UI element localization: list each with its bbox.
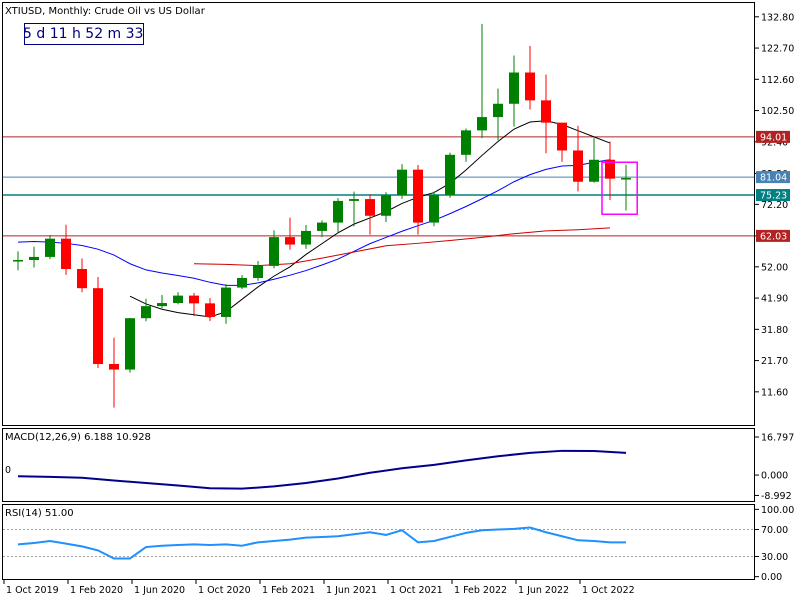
candle-body [45,238,55,257]
candle-body [221,287,231,317]
candle-body [301,230,311,245]
candle-body [125,318,135,370]
price-axis-label: 21.70 [761,356,788,367]
price-axis-label: 11.60 [761,387,788,398]
time-axis-label: 1 Oct 2019 [6,585,59,596]
price-axis-label: 52.00 [761,262,788,273]
ma-mid-line [17,159,611,286]
candle-body [493,103,503,118]
macd-axis-label: 0.000 [761,471,788,482]
candle-body [237,277,247,288]
time-axis-label: 1 Jun 2021 [326,585,377,596]
candle-body [461,130,471,155]
time-axis-label: 1 Oct 2021 [390,585,443,596]
candle-body [109,363,119,370]
level-price-tag [756,171,790,184]
time-axis-label: 1 Oct 2022 [582,585,635,596]
rsi-line [17,526,626,560]
chart-title: XTIUSD, Monthly: Crude Oil vs US Dollar [5,6,206,17]
time-axis-label: 1 Feb 2021 [262,585,315,596]
time-axis-label: 1 Feb 2022 [454,585,507,596]
candle-body [397,169,407,196]
level-price-tag-label: 81.04 [760,173,787,184]
level-price-tag [756,229,790,242]
candle-body [93,288,103,364]
candle-body [141,306,151,319]
candle-body [557,122,567,151]
level-price-tag-label: 75.23 [760,191,787,202]
price-axis-label: 122.70 [761,44,794,55]
candle-body [61,238,71,269]
price-axis-label: 72.20 [761,200,788,211]
candle-body [365,199,375,216]
candle-body [317,222,327,231]
level-price-tag-label: 94.01 [760,132,787,143]
macd-zero-marker: 0 [5,465,11,476]
macd-axis-label: 16.797 [761,432,794,443]
candle-body [477,117,487,131]
highlight-rectangle[interactable] [601,161,638,215]
macd-line [17,449,627,490]
candle-body [333,200,343,223]
candle-body [381,195,391,216]
time-axis-label: 1 Oct 2020 [198,585,251,596]
rsi-axis-label: 70.00 [761,525,788,536]
candle-body [573,150,583,182]
time-axis-label: 1 Jun 2022 [518,585,569,596]
price-panel[interactable] [2,2,755,426]
candle-body [253,265,263,278]
price-axis-label: 41.90 [761,294,788,305]
candle-body [173,295,183,304]
price-axis-label: 132.80 [761,12,794,23]
macd-axis-label: -8.992 [761,491,792,502]
price-axis-label: 112.60 [761,75,794,86]
bar-countdown-text: 5 d 11 h 52 m 33 s [24,26,144,42]
candle-body [525,72,535,101]
rsi-axis-label: 30.00 [761,552,788,563]
bar-countdown-timer: 5 d 11 h 52 m 33 s [24,23,144,45]
candle-body [77,268,87,289]
level-price-tag-label: 62.03 [760,231,787,242]
candle-body [29,256,39,261]
macd-label: MACD(12,26,9) 6.188 10.928 [5,432,151,443]
candle-body [605,159,615,179]
rsi-label: RSI(14) 51.00 [5,508,74,519]
ma-slow-line [193,227,611,267]
candle-body [285,237,295,245]
candle-body [509,72,519,104]
candle-body [429,195,439,223]
level-price-tag [756,130,790,143]
macd-panel[interactable] [2,428,755,502]
time-axis-label: 1 Jun 2020 [134,585,185,596]
price-axis-label: 102.50 [761,106,794,117]
rsi-panel[interactable] [2,504,755,580]
candle-body [13,260,23,262]
time-axis-label: 1 Feb 2020 [70,585,123,596]
candle-body [157,303,167,307]
level-price-tag [756,189,790,202]
candle-body [445,154,455,196]
candle-body [621,178,631,180]
candle-body [205,303,215,317]
candle-body [269,237,279,266]
price-axis-label: 31.80 [761,325,788,336]
rsi-axis-label: 100.00 [761,505,794,516]
candle-body [189,295,199,304]
rsi-axis-label: 0.00 [761,572,782,583]
candle-body [589,159,599,182]
candle-body [349,199,359,201]
candle-body [413,169,423,223]
candle-body [541,100,551,123]
